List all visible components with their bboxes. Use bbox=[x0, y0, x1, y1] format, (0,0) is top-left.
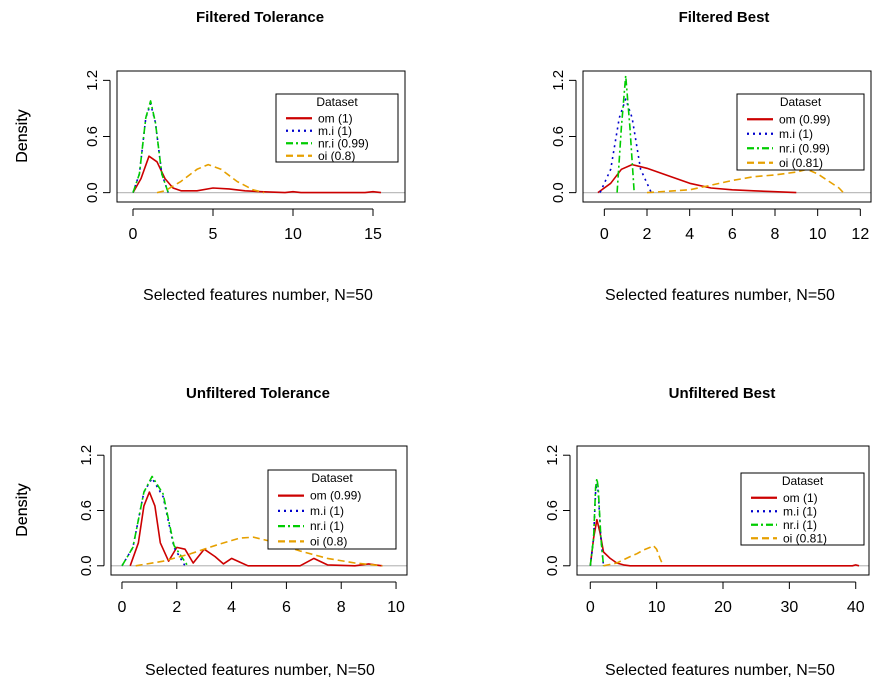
legend-entry: oi (0.81) bbox=[783, 531, 827, 545]
plot-frame bbox=[582, 70, 872, 203]
y-axis-label: Density bbox=[14, 483, 31, 536]
legend-box bbox=[275, 93, 399, 163]
legend-entry: oi (0.8) bbox=[310, 534, 347, 548]
legend-entry: nr.i (0.99) bbox=[318, 136, 369, 150]
chart-title: Filtered Best bbox=[679, 9, 770, 26]
legend-title: Dataset bbox=[316, 95, 358, 109]
x-tick-label: 10 bbox=[284, 226, 302, 243]
x-tick-label: 40 bbox=[847, 599, 865, 616]
legend-entry: m.i (1) bbox=[318, 124, 352, 138]
series-line-3 bbox=[121, 475, 189, 567]
legend-title: Dataset bbox=[780, 95, 822, 109]
series-line-3 bbox=[132, 100, 169, 193]
legend-box bbox=[267, 469, 397, 550]
series-line-4 bbox=[156, 163, 265, 194]
y-tick-label: 0.6 bbox=[544, 500, 561, 521]
y-axis-label: Density bbox=[14, 109, 31, 162]
y-tick-label: 1.2 bbox=[550, 70, 567, 91]
legend-entry: m.i (1) bbox=[310, 504, 344, 518]
plot-frame bbox=[116, 70, 406, 203]
x-axis-label: Selected features number, N=50 bbox=[605, 287, 835, 304]
x-tick-label: 10 bbox=[648, 599, 666, 616]
y-tick-label: 0.6 bbox=[78, 500, 95, 521]
series-line-4 bbox=[603, 544, 665, 567]
legend-entry: om (1) bbox=[783, 491, 818, 505]
legend-entry: nr.i (1) bbox=[310, 519, 344, 533]
y-tick-label: 1.2 bbox=[78, 445, 95, 466]
x-axis-label: Selected features number, N=50 bbox=[145, 662, 375, 679]
chart-title: Unfiltered Tolerance bbox=[186, 385, 330, 402]
series-line-2 bbox=[121, 477, 186, 567]
y-axis-label: Density bbox=[14, 109, 31, 162]
legend: Dataset om (0.99)m.i (1)nr.i (0.99)oi (0.… bbox=[736, 93, 865, 171]
x-axis-label: Selected features number, N=50 bbox=[143, 287, 373, 304]
y-tick-label: 0.6 bbox=[84, 126, 101, 147]
series-line-1 bbox=[129, 491, 383, 567]
x-tick-label: 6 bbox=[728, 226, 737, 243]
legend-entry: om (1) bbox=[318, 111, 353, 125]
legend-title: Dataset bbox=[311, 471, 353, 485]
x-tick-label: 4 bbox=[227, 599, 236, 616]
series-line-1 bbox=[589, 518, 860, 567]
legend-entry: m.i (1) bbox=[783, 504, 817, 518]
y-tick-label: 0.0 bbox=[78, 555, 95, 576]
legend-title: Dataset bbox=[782, 474, 824, 488]
y-tick-label: 1.2 bbox=[544, 445, 561, 466]
legend: Dataset om (1)m.i (1)nr.i (1)oi (0.81) bbox=[740, 472, 865, 546]
legend-entry: om (0.99) bbox=[779, 112, 830, 126]
legend-entry: nr.i (1) bbox=[783, 518, 817, 532]
x-tick-label: 5 bbox=[209, 226, 218, 243]
x-tick-label: 0 bbox=[600, 226, 609, 243]
chart-panel-3: Unfiltered Tolerance 0 2 4 6 8 10 0.0 0.6 1.2 Sele… bbox=[14, 385, 408, 679]
x-tick-label: 0 bbox=[118, 599, 127, 616]
chart-title: Unfiltered Best bbox=[669, 385, 776, 402]
series-line-2 bbox=[599, 98, 653, 193]
series-line-3 bbox=[616, 74, 635, 193]
chart-panel-2: Filtered Best 0 2 4 6 8 10 12 0.0 0.6 1.2 Selected … bbox=[14, 9, 872, 304]
x-tick-label: 2 bbox=[643, 226, 652, 243]
legend-entry: nr.i (0.99) bbox=[779, 141, 830, 155]
x-tick-label: 4 bbox=[685, 226, 694, 243]
x-tick-label: 0 bbox=[129, 226, 138, 243]
plot-frame bbox=[110, 445, 408, 576]
x-tick-label: 12 bbox=[851, 226, 869, 243]
x-tick-label: 2 bbox=[172, 599, 181, 616]
legend: Dataset om (0.99)m.i (1)nr.i (1)oi (0.8) bbox=[267, 469, 397, 550]
x-tick-label: 8 bbox=[337, 599, 346, 616]
y-tick-label: 0.0 bbox=[544, 555, 561, 576]
series-line-2 bbox=[132, 103, 169, 193]
legend-entry: m.i (1) bbox=[779, 127, 813, 141]
x-tick-label: 0 bbox=[586, 599, 595, 616]
series-line-4 bbox=[135, 536, 383, 567]
x-tick-label: 6 bbox=[282, 599, 291, 616]
x-tick-label: 8 bbox=[771, 226, 780, 243]
series-line-2 bbox=[589, 482, 605, 566]
legend-entry: oi (0.81) bbox=[779, 156, 823, 170]
legend-entry: om (0.99) bbox=[310, 489, 361, 503]
y-axis-label: Density bbox=[14, 483, 31, 536]
chart-title: Filtered Tolerance bbox=[196, 9, 324, 26]
chart-panel-1: Filtered Tolerance 0 5 10 15 0.0 0.6 1.2 Selecte… bbox=[14, 9, 406, 304]
x-axis-label: Selected features number, N=50 bbox=[605, 662, 835, 679]
legend-entry: oi (0.8) bbox=[318, 149, 355, 163]
legend-box bbox=[740, 472, 865, 546]
y-tick-label: 0.6 bbox=[550, 126, 567, 147]
series-line-1 bbox=[597, 163, 797, 194]
series-line-1 bbox=[132, 155, 382, 194]
x-tick-label: 10 bbox=[809, 226, 827, 243]
x-tick-label: 10 bbox=[387, 599, 405, 616]
x-tick-label: 20 bbox=[714, 599, 732, 616]
x-tick-label: 30 bbox=[780, 599, 798, 616]
y-tick-label: 1.2 bbox=[84, 70, 101, 91]
y-tick-label: 0.0 bbox=[550, 182, 567, 203]
plot-frame bbox=[576, 445, 870, 576]
legend-box bbox=[736, 93, 865, 171]
x-tick-label: 15 bbox=[364, 226, 382, 243]
legend: Dataset om (1)m.i (1)nr.i (0.99)oi (0.8) bbox=[275, 93, 399, 163]
series-line-4 bbox=[646, 168, 844, 194]
y-tick-label: 0.0 bbox=[84, 182, 101, 203]
